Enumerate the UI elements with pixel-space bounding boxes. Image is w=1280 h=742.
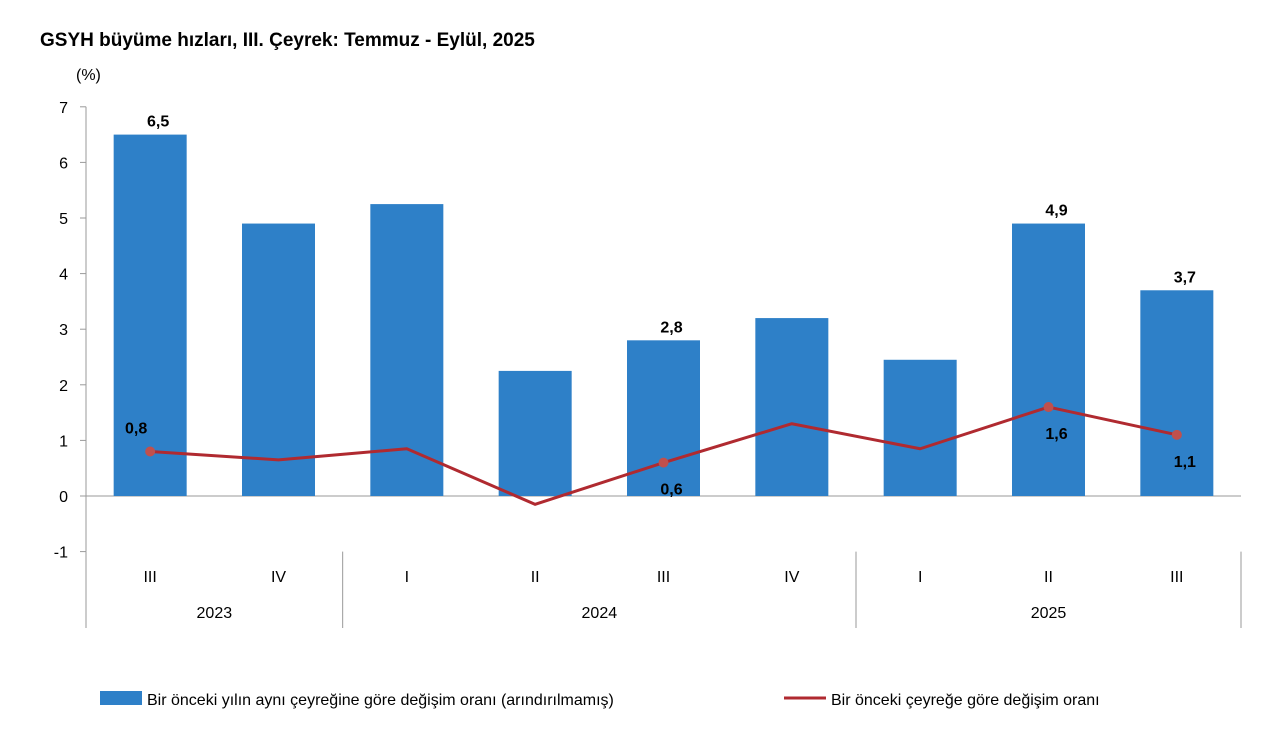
- line-point: [1171, 429, 1182, 440]
- bar: [498, 370, 572, 496]
- bar-data-label: 4,9: [1045, 203, 1067, 220]
- line-point: [145, 446, 156, 457]
- x-tick-label: I: [918, 569, 922, 586]
- bar-data-label: 3,7: [1174, 269, 1196, 286]
- line-point: [658, 457, 669, 468]
- line-data-label: 1,1: [1174, 454, 1196, 471]
- bar: [883, 359, 957, 496]
- bar: [755, 318, 829, 496]
- legend-bar-swatch: [100, 691, 142, 705]
- x-tick-label: III: [1170, 569, 1183, 586]
- y-tick-label: 1: [59, 433, 68, 450]
- x-tick-label: II: [531, 569, 540, 586]
- y-tick-label: 7: [59, 100, 68, 117]
- x-tick-label: IV: [271, 569, 286, 586]
- y-tick-label: 3: [59, 322, 68, 339]
- y-tick-label: 5: [59, 211, 68, 228]
- line-series: 0,8 0,6 1,6 1,1: [125, 402, 1196, 506]
- y-tick-label: 0: [59, 489, 68, 506]
- line-data-label: 0,6: [660, 482, 682, 499]
- bar: [242, 223, 315, 496]
- bar: [1140, 290, 1214, 496]
- year-label: 2024: [582, 605, 618, 622]
- y-axis-unit: (%): [76, 67, 101, 84]
- year-label: 2025: [1031, 605, 1067, 622]
- bar: [1012, 223, 1085, 496]
- x-tick-label: II: [1044, 569, 1053, 586]
- x-tick-label: I: [405, 569, 409, 586]
- y-tick-label: 2: [59, 378, 68, 395]
- x-tick-label: III: [657, 569, 670, 586]
- bar-series: 6,5 2,8 4,9 3,7: [113, 114, 1214, 496]
- bar: [113, 134, 187, 496]
- y-tick-label: -1: [54, 545, 68, 562]
- y-tick-label: 6: [59, 155, 68, 172]
- legend-bar-label: Bir önceki yılın aynı çeyreğine göre değ…: [147, 692, 614, 709]
- x-tick-label: III: [143, 569, 156, 586]
- line-data-label: 1,6: [1045, 426, 1067, 443]
- year-label: 2023: [197, 605, 233, 622]
- bar-data-label: 2,8: [660, 319, 682, 336]
- x-tick-label: IV: [784, 569, 799, 586]
- legend: Bir önceki yılın aynı çeyreğine göre değ…: [100, 691, 1100, 709]
- bar-data-label: 6,5: [147, 114, 169, 131]
- bar: [627, 340, 700, 496]
- line-point: [1043, 402, 1054, 413]
- legend-line-label: Bir önceki çeyreğe göre değişim oranı: [831, 692, 1100, 709]
- y-tick-label: 4: [59, 267, 68, 284]
- line-data-label: 0,8: [125, 421, 147, 438]
- chart-title: GSYH büyüme hızları, III. Çeyrek: Temmuz…: [40, 30, 535, 51]
